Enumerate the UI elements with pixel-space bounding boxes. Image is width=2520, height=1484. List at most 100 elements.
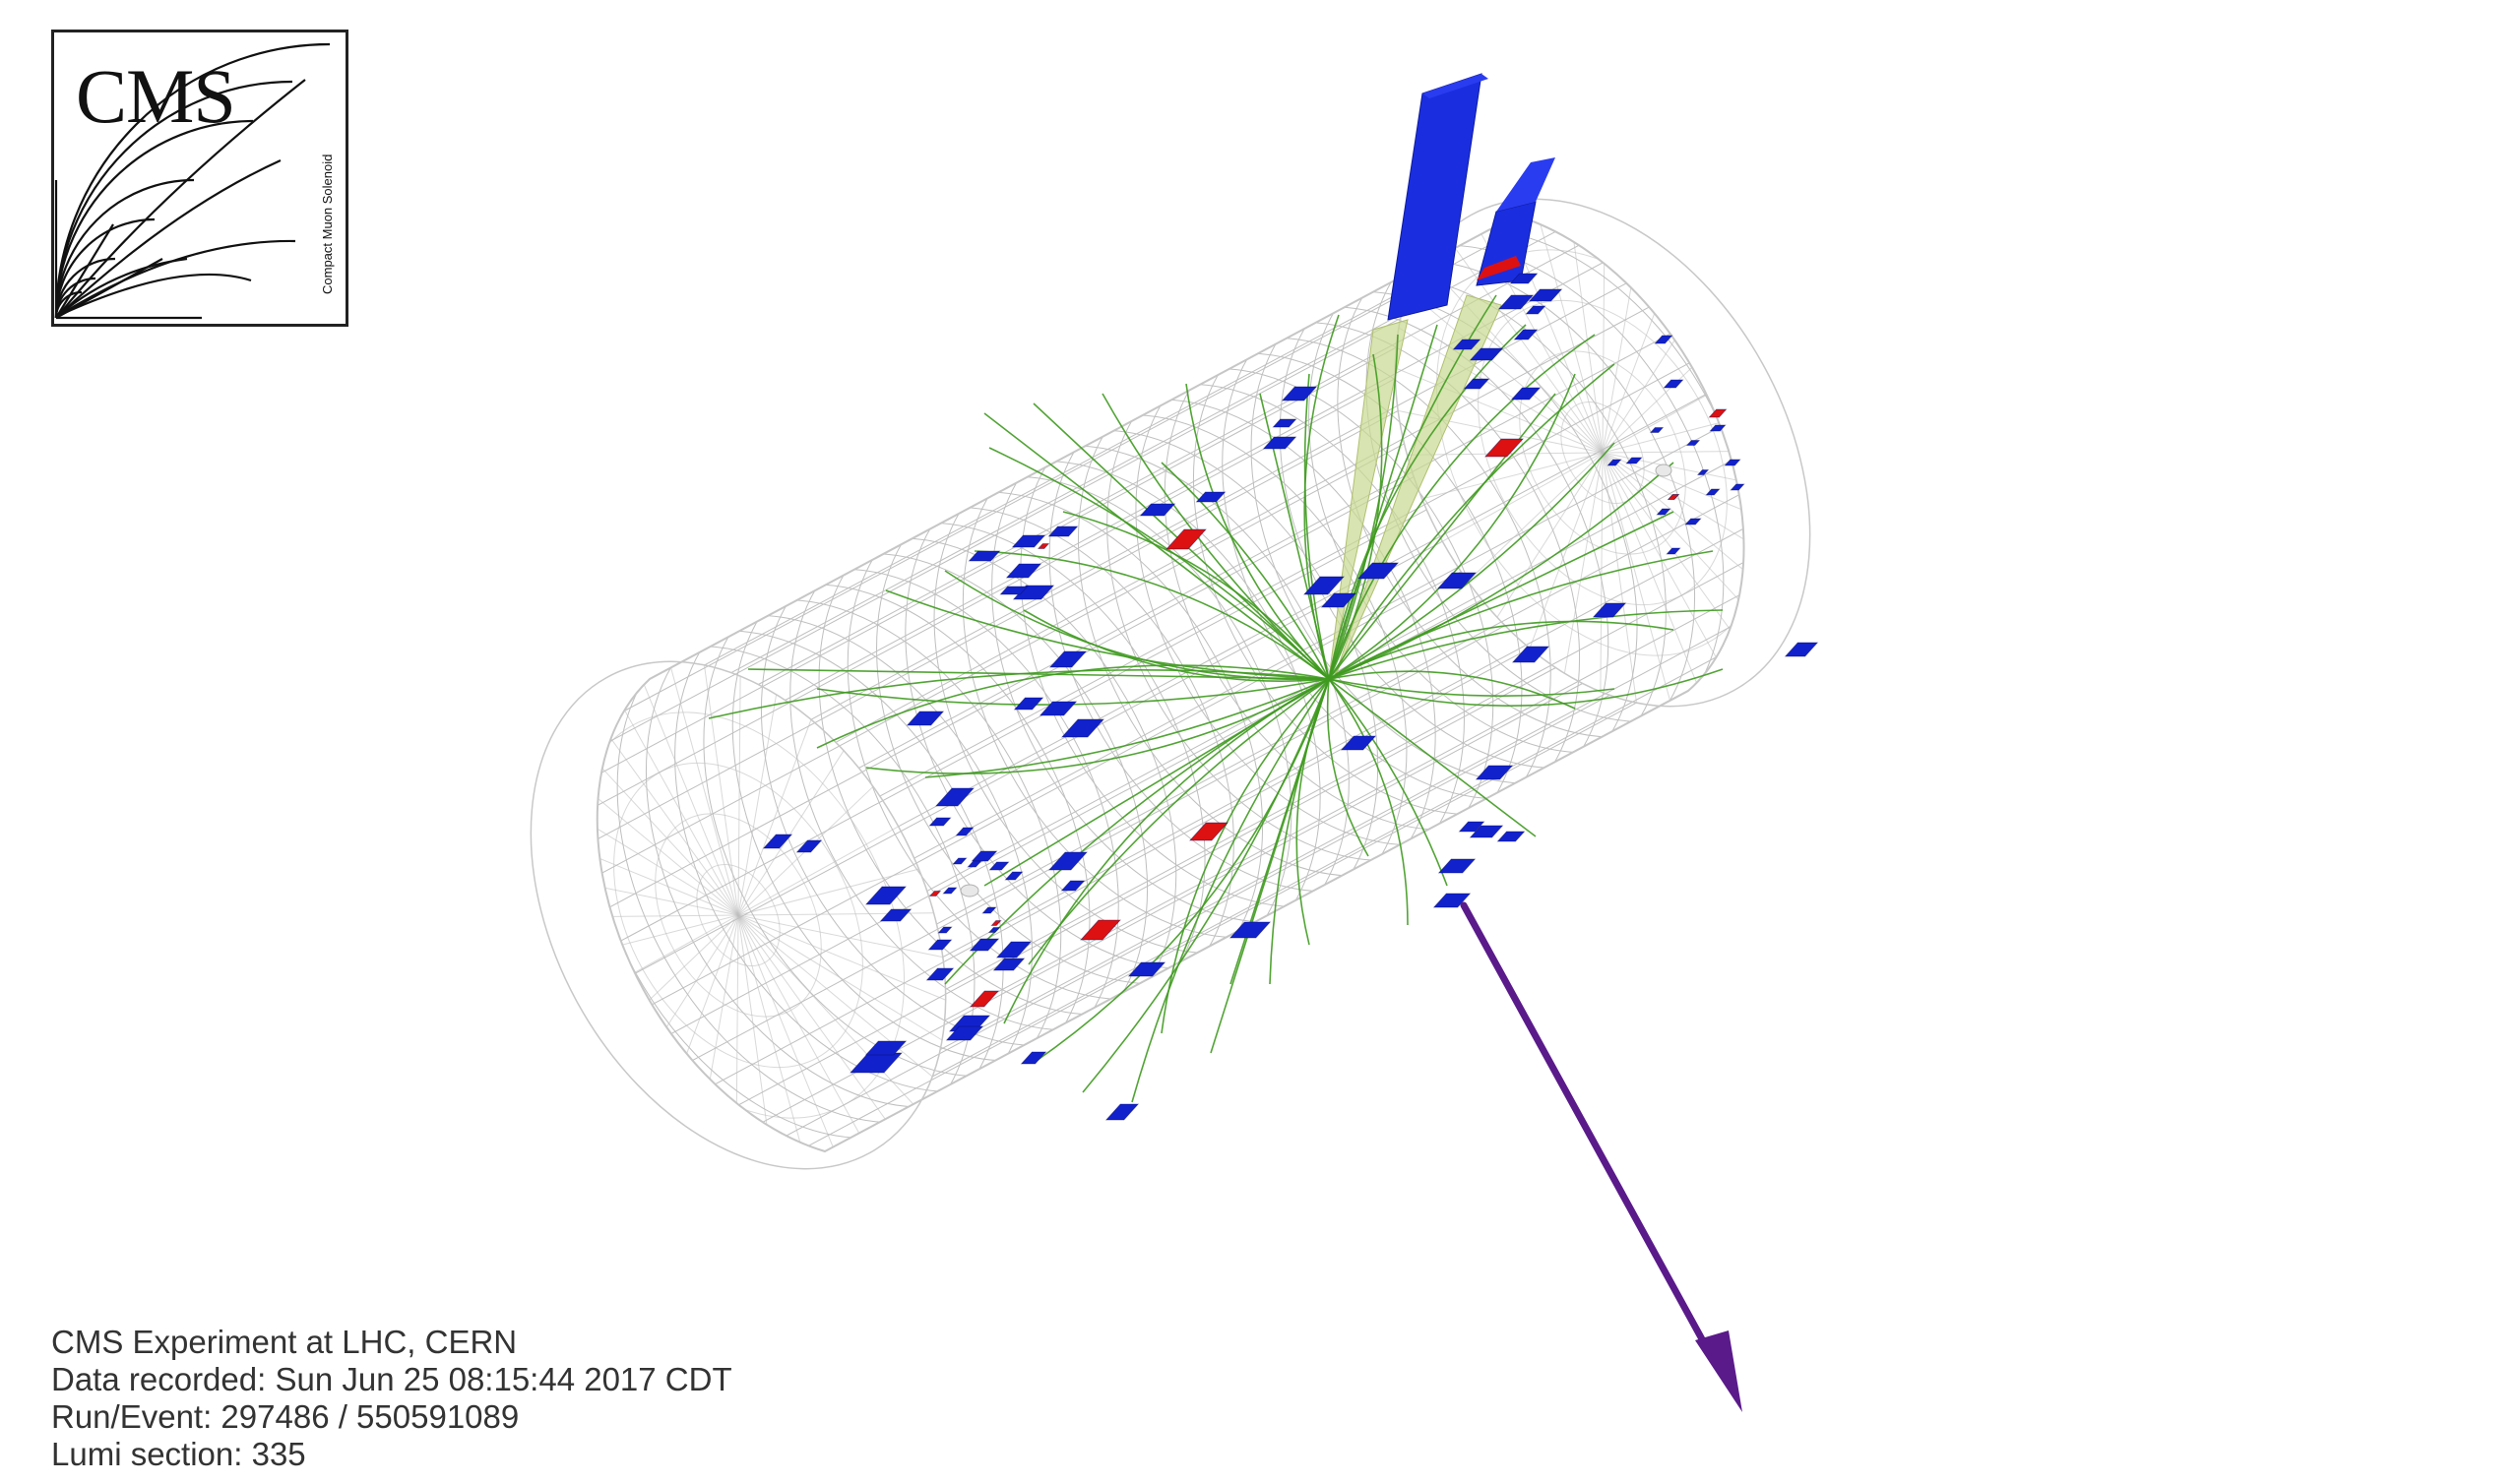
hcal-deposit	[1528, 288, 1563, 302]
hcal-deposit	[1475, 765, 1514, 780]
hcal-deposit	[879, 908, 913, 922]
charged-track	[1328, 393, 1556, 680]
logo-graphic	[54, 42, 331, 320]
hcal-deposit	[1061, 718, 1104, 738]
hcal-deposit	[1262, 436, 1297, 450]
hcal-deposit	[952, 857, 968, 865]
lumi-section: Lumi section: 335	[51, 1436, 306, 1472]
charged-track	[1161, 462, 1330, 680]
hcal-deposit	[1104, 1103, 1140, 1121]
charged-track	[1326, 678, 1369, 857]
hcal-deposit	[1127, 961, 1166, 977]
charged-track	[1328, 678, 1615, 697]
charged-track	[1303, 314, 1340, 680]
charged-track	[747, 668, 1330, 680]
hcal-deposit	[1432, 893, 1472, 908]
hcal-deposit	[762, 834, 793, 849]
beam-spot	[960, 884, 979, 897]
hcal-deposit	[1005, 563, 1042, 579]
charged-track	[1003, 678, 1330, 1024]
ecal-deposit	[1166, 528, 1207, 550]
hcal-tower	[1496, 157, 1555, 212]
hcal-deposit	[1654, 335, 1673, 344]
charged-track	[1328, 678, 1537, 837]
charged-track	[1185, 383, 1330, 680]
hcal-deposit	[864, 1040, 908, 1056]
beam-spots	[960, 464, 1672, 897]
hcal-deposit	[1458, 821, 1485, 833]
hcal-deposit	[1625, 457, 1643, 464]
charged-track	[885, 589, 1330, 680]
logo-subtitle: Compact Muon Solenoid	[320, 154, 335, 294]
hcal-deposit	[1784, 642, 1819, 657]
hcal-deposit	[1340, 735, 1377, 751]
charged-track	[1328, 511, 1674, 680]
hcal-deposit	[937, 926, 953, 934]
hcal-deposit	[1696, 469, 1710, 475]
hcal-deposit	[1724, 459, 1741, 466]
charged-track	[1328, 462, 1674, 680]
hcal-deposit	[1666, 547, 1681, 555]
charged-track	[1328, 334, 1399, 680]
hcal-deposit	[928, 817, 952, 827]
charged-track	[1028, 678, 1330, 965]
cms-logo: CMS Compact Muon Solenoid	[51, 30, 348, 327]
hcal-deposit	[1060, 880, 1086, 892]
hcal-deposit	[1011, 534, 1046, 548]
charged-track	[1328, 609, 1724, 680]
hcal-deposit	[1139, 503, 1176, 517]
hcal-deposit	[1281, 386, 1318, 402]
jet-cone	[1328, 319, 1409, 680]
hcal-deposit	[1048, 851, 1088, 871]
ecal-deposit	[1037, 543, 1050, 549]
hcal-tower	[1387, 73, 1482, 321]
charged-track	[1328, 678, 1409, 926]
hcal-deposit	[1685, 440, 1701, 446]
hcal-deposit	[942, 887, 958, 895]
charged-track	[1229, 678, 1330, 985]
hcal-deposit	[995, 941, 1033, 958]
hcal-deposit	[955, 827, 975, 836]
hcal-deposit	[1356, 562, 1400, 580]
hcal-deposit	[1730, 483, 1745, 491]
hcal-deposit	[795, 839, 823, 853]
ecal-deposit	[1667, 494, 1680, 500]
hcal-deposit	[1463, 378, 1490, 390]
charged-track	[1131, 678, 1330, 1103]
charged-track	[1328, 324, 1438, 680]
ecal-deposit	[1708, 408, 1728, 418]
hcal-deposit	[1525, 305, 1546, 315]
hcal-deposit	[1496, 831, 1526, 842]
run-event: Run/Event: 297486 / 550591089	[51, 1398, 520, 1435]
hcal-deposit	[967, 860, 982, 868]
hcal-deposit	[865, 886, 907, 905]
hcal-deposit	[925, 967, 955, 981]
hcal-deposit	[906, 711, 945, 726]
hcal-deposit	[1436, 572, 1478, 589]
hcal-deposit	[969, 938, 1000, 952]
ecal-deposit	[990, 920, 1002, 926]
charged-track	[1328, 442, 1615, 680]
charged-track	[1328, 620, 1674, 680]
missing-energy-arrow	[1460, 901, 1742, 1412]
ecal-deposit	[928, 891, 942, 897]
charged-track	[865, 678, 1330, 774]
hcal-deposit	[1020, 1051, 1047, 1065]
hcal-tower	[1422, 74, 1488, 98]
hcal-deposit	[1195, 491, 1227, 503]
event-info: CMS Experiment at LHC, CERN Data recorde…	[51, 1324, 732, 1473]
charged-tracks	[708, 294, 1724, 1103]
charged-track	[974, 550, 1330, 680]
charged-track	[1062, 511, 1330, 680]
ecal-deposit	[969, 990, 1000, 1008]
charged-track	[1328, 668, 1724, 707]
ecal-tower	[1477, 256, 1521, 280]
hcal-deposit	[1513, 329, 1539, 340]
hcal-deposit	[1303, 576, 1345, 595]
hcal-deposit	[1437, 858, 1477, 874]
charged-track	[924, 678, 1330, 778]
charged-track	[1303, 373, 1330, 680]
charged-track	[1295, 678, 1330, 946]
hcal-deposit	[1649, 427, 1665, 433]
